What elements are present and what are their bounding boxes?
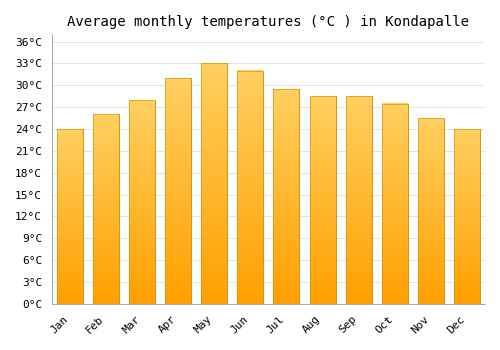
Bar <box>93 114 119 304</box>
Bar <box>454 129 480 304</box>
Title: Average monthly temperatures (°C ) in Kondapalle: Average monthly temperatures (°C ) in Ko… <box>68 15 469 29</box>
Bar <box>346 96 372 304</box>
Bar <box>454 129 480 304</box>
Bar <box>129 100 155 304</box>
Bar <box>310 96 336 304</box>
Bar <box>382 104 407 304</box>
Bar <box>382 104 407 304</box>
Bar <box>310 96 336 304</box>
Bar <box>57 129 83 304</box>
Bar <box>165 78 191 304</box>
Bar <box>165 78 191 304</box>
Bar <box>274 89 299 304</box>
Bar <box>201 63 227 304</box>
Bar <box>418 118 444 304</box>
Bar <box>274 89 299 304</box>
Bar <box>93 114 119 304</box>
Bar <box>238 71 264 304</box>
Bar <box>418 118 444 304</box>
Bar <box>129 100 155 304</box>
Bar <box>57 129 83 304</box>
Bar <box>346 96 372 304</box>
Bar <box>238 71 264 304</box>
Bar <box>201 63 227 304</box>
